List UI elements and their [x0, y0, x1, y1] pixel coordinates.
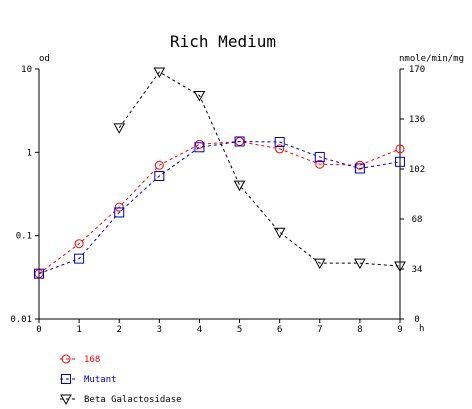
data-point-mutant	[74, 253, 85, 264]
x-tick-label: 6	[277, 325, 282, 335]
chart-title: Rich Medium	[170, 32, 276, 51]
series-line-168	[38, 140, 401, 275]
data-point-mutant	[34, 268, 44, 279]
legend-label-168: 168	[84, 355, 100, 365]
x-tick-label: 2	[117, 325, 122, 335]
y-right-tick-label: 68	[412, 215, 423, 225]
data-point-beta-galactosidase	[113, 123, 126, 134]
x-tick-label: 0	[36, 325, 41, 335]
legend-label-beta-galactosidase: Beta Galactosidase	[84, 395, 182, 405]
data-point-168	[315, 159, 325, 169]
data-point-beta-galactosidase	[354, 258, 366, 270]
data-point-mutant	[114, 207, 125, 218]
data-point-beta-galactosidase	[394, 261, 406, 273]
x-tick-label: 4	[197, 325, 202, 335]
data-point-168	[275, 144, 285, 154]
x-tick-label: 9	[397, 325, 402, 335]
x-tick-label: 7	[317, 325, 322, 335]
data-point-beta-galactosidase	[153, 67, 166, 78]
legend-marker-168	[61, 354, 71, 364]
data-point-mutant	[154, 170, 165, 181]
data-point-mutant	[234, 136, 245, 147]
legend-marker-beta-galactosidase	[60, 394, 72, 406]
data-point-mutant	[194, 142, 205, 153]
y-left-tick-label: 0.1	[16, 232, 32, 242]
legend-marker-mutant	[61, 374, 71, 384]
data-point-mutant	[314, 151, 325, 162]
y-left-tick-label: 1	[27, 148, 32, 158]
y-right-axis-label: nmole/min/mg	[399, 54, 464, 64]
series-layer	[34, 67, 406, 279]
series-line-mutant	[38, 140, 401, 275]
data-point-168	[74, 239, 84, 249]
x-tick-label: 5	[237, 325, 242, 335]
x-tick-label: 3	[157, 325, 162, 335]
data-point-beta-galactosidase	[273, 227, 286, 239]
data-point-mutant	[354, 163, 365, 174]
data-point-beta-galactosidase	[193, 90, 206, 102]
legend-label-mutant: Mutant	[84, 375, 117, 385]
x-axis-label: h	[419, 324, 424, 334]
data-point-168	[114, 202, 124, 212]
x-tick-label: 8	[357, 325, 362, 335]
data-point-beta-galactosidase	[313, 258, 326, 270]
y-left-tick-label: 0.01	[10, 315, 32, 325]
y-right-tick-label: 102	[409, 165, 425, 175]
data-point-mutant	[395, 156, 405, 167]
data-point-168	[395, 144, 405, 154]
y-right-tick-label: 0	[414, 315, 419, 325]
y-right-tick-label: 170	[409, 65, 425, 75]
y-left-axis-label: od	[39, 54, 50, 64]
y-right-tick-label: 34	[412, 265, 423, 275]
y-left-tick-label: 10	[21, 65, 32, 75]
x-tick-label: 1	[76, 325, 81, 335]
data-point-168	[154, 160, 164, 170]
data-point-mutant	[274, 137, 285, 148]
legend-layer: 168 Mutant Beta Galactosidase	[60, 354, 182, 406]
y-right-tick-label: 136	[409, 115, 425, 125]
data-point-beta-galactosidase	[233, 180, 246, 192]
